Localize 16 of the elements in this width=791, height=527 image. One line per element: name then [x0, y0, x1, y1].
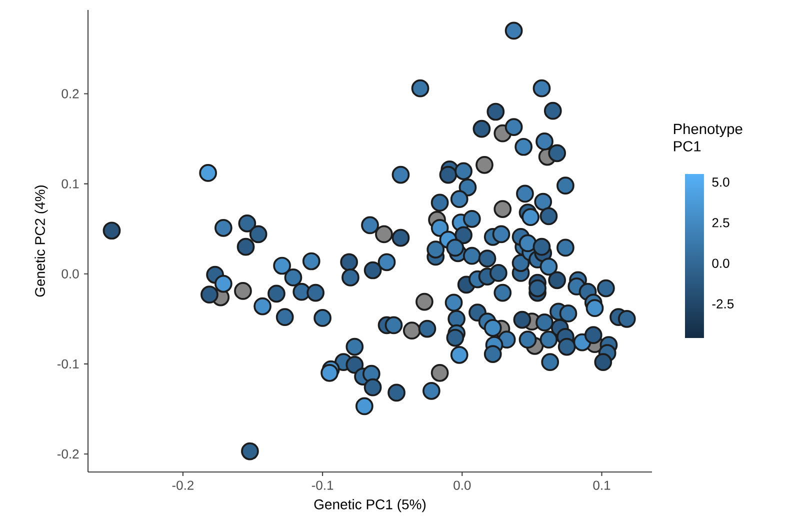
- x-tick-label: -0.1: [312, 480, 334, 490]
- y-tick-label: -0.2: [57, 449, 79, 459]
- color-bar-label: -2.5: [712, 299, 734, 308]
- color-bar-label: 5.0: [712, 178, 730, 187]
- x-tick-label: 0.1: [593, 480, 610, 490]
- color-bar-title: Phenotype PC1: [674, 123, 742, 152]
- y-tick-label: 0.2: [62, 89, 79, 98]
- x-tick-label: -0.2: [172, 480, 194, 490]
- color-bar-label: 0.0: [712, 258, 730, 268]
- y-tick-label: 0.1: [62, 179, 79, 188]
- y-tick-label: 0.0: [62, 269, 79, 278]
- y-axis-title: Genetic PC2 (4%): [34, 185, 48, 297]
- x-axis-title: Genetic PC1 (5%): [314, 499, 426, 512]
- color-bar-label: 2.5: [712, 218, 730, 228]
- x-tick-label: 0.0: [454, 480, 471, 490]
- y-tick-label: -0.1: [57, 359, 79, 369]
